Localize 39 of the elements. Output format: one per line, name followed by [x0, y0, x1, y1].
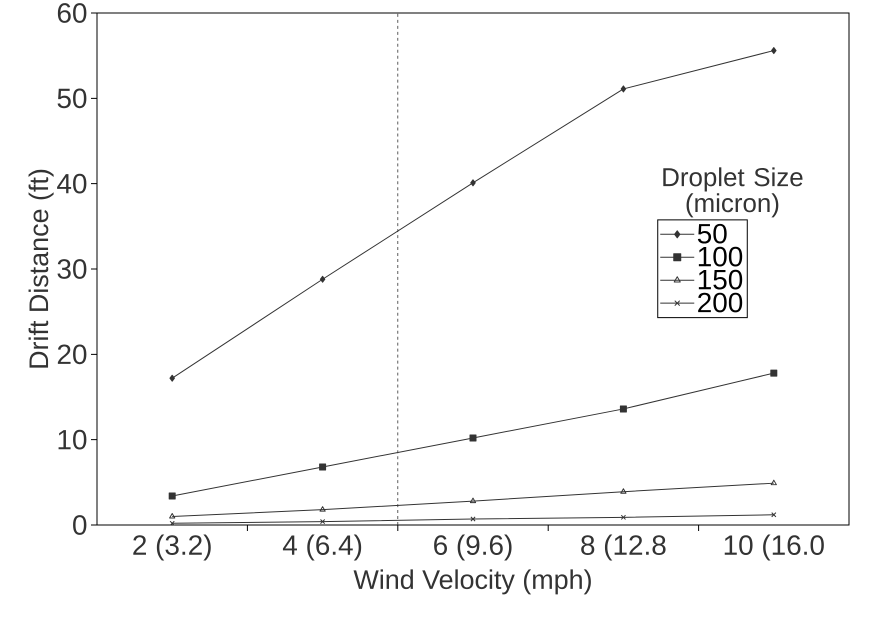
y-tick-label: 40 [57, 174, 86, 194]
point [168, 492, 176, 500]
point [620, 488, 626, 494]
y-tick-label: 0 [73, 515, 86, 535]
point [620, 85, 626, 92]
x-tick-label: 2 (3.2) [133, 534, 211, 561]
legend-label: 200 [698, 292, 742, 312]
y-axis-title: Drift Distance (ft) [28, 170, 54, 368]
y-tick-label: 20 [58, 344, 86, 364]
point [770, 370, 778, 377]
y-tick-label: 60 [58, 3, 86, 23]
legend-label: 150 [698, 270, 742, 290]
x-tick-label: 8 (12.8 [581, 534, 666, 561]
point [470, 498, 476, 504]
point [771, 47, 777, 54]
legend-label: 50 [698, 224, 727, 244]
point [470, 179, 476, 186]
x-tick-label: 10 (16.0 [724, 534, 824, 561]
y-tick-label: 10 [58, 430, 86, 450]
legend-title: Droplet Size (micron) [663, 167, 803, 218]
point [169, 374, 175, 382]
point [770, 480, 777, 486]
point [620, 405, 627, 412]
point [320, 276, 326, 283]
point [319, 463, 326, 470]
point [470, 516, 476, 522]
point [170, 520, 175, 526]
legend-label: 100 [698, 246, 742, 267]
point [320, 506, 326, 512]
point [620, 514, 626, 520]
x-tick-label: 4 (6.4) [282, 534, 362, 561]
point [320, 518, 326, 524]
point [470, 434, 476, 442]
point [771, 512, 776, 518]
x-axis-title: Wind Velocity (mph) [354, 569, 591, 594]
y-tick-label: 50 [58, 88, 86, 108]
x-tick-label: 6 (9.6) [434, 534, 512, 561]
y-tick-label: 30 [58, 259, 86, 279]
point [169, 512, 176, 518]
